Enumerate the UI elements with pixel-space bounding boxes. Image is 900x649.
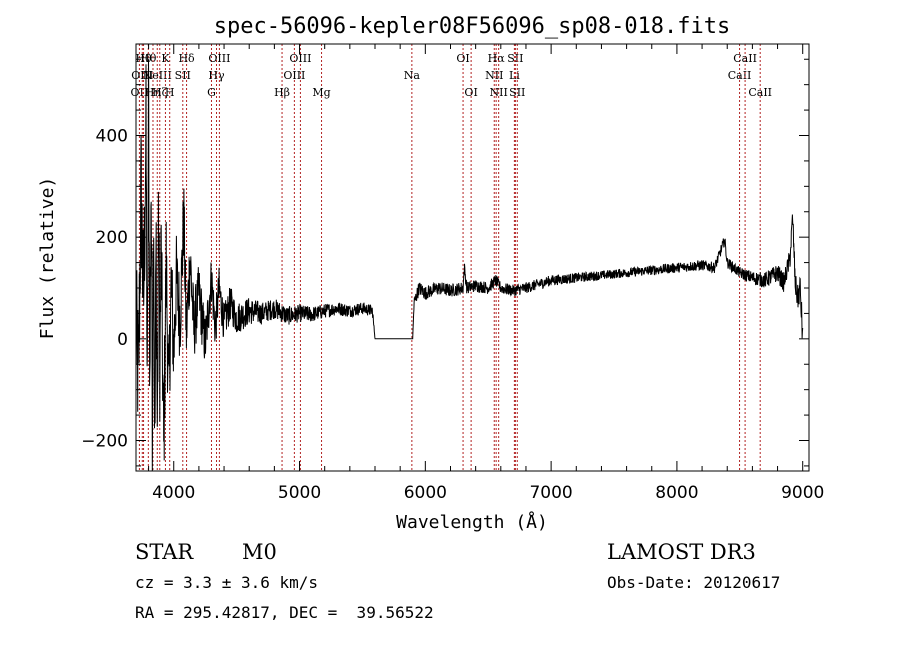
line-marker-label: OIII — [208, 52, 230, 65]
line-marker-label: SII — [175, 69, 191, 82]
line-marker-label: Hζ — [152, 86, 168, 99]
y-tick-label: 0 — [117, 330, 128, 350]
y-tick-label: 200 — [96, 228, 128, 248]
line-marker-label: OIII — [131, 69, 153, 82]
spectrum-series — [135, 59, 804, 472]
line-marker-label: Hβ — [274, 86, 290, 99]
line-marker-label: Li — [509, 69, 520, 82]
redshift-text: cz = 3.3 ± 3.6 km/s — [135, 573, 319, 592]
line-marker-label: NII — [490, 86, 508, 99]
x-tick-label: 7000 — [529, 483, 572, 503]
spectrum-line — [135, 59, 804, 472]
plot-frame — [135, 43, 810, 472]
line-marker-label: CaII — [733, 52, 757, 65]
line-marker-label: OIII — [283, 69, 305, 82]
line-marker-label: G — [207, 86, 216, 99]
y-tick-label: −200 — [81, 432, 128, 452]
x-tick-label: 8000 — [655, 483, 698, 503]
line-marker-layer: OIIOIIIHθHθHηNeIIIHζKHSIIHδGHγOIIIHβOIII… — [131, 44, 772, 471]
line-marker-label: H — [165, 86, 175, 99]
survey-label: LAMOST DR3 — [607, 540, 756, 564]
line-marker-label: SII — [509, 86, 525, 99]
y-axis-label: Flux (relative) — [37, 177, 58, 340]
line-marker-label: NII — [485, 69, 503, 82]
line-marker-label: Na — [404, 69, 421, 82]
class-label: STAR — [135, 540, 194, 564]
line-marker-label: Hα — [488, 52, 506, 65]
obs-date-text: Obs-Date: 20120617 — [607, 573, 781, 592]
line-marker-label: OIII — [289, 52, 311, 65]
x-tick-label: 5000 — [278, 483, 321, 503]
line-marker-label: Hδ — [178, 52, 195, 65]
line-marker-label: Hγ — [208, 69, 225, 82]
x-tick-label: 4000 — [152, 483, 195, 503]
line-marker-label: CaII — [748, 86, 772, 99]
x-tick-label: 9000 — [781, 483, 824, 503]
line-marker-label: SII — [507, 52, 523, 65]
x-axis-label: Wavelength (Å) — [396, 511, 548, 533]
line-marker-label: OI — [456, 52, 469, 65]
y-tick-label: 400 — [96, 127, 128, 147]
x-tick-label: 6000 — [404, 483, 447, 503]
coordinates-text: RA = 295.42817, DEC = 39.56522 — [135, 603, 434, 622]
line-marker-label: NeIII — [143, 69, 172, 82]
chart-title: spec-56096-kepler08F56096_sp08-018.fits — [214, 14, 731, 39]
line-marker-label: Mg — [312, 86, 330, 99]
line-marker-label: CaII — [728, 69, 752, 82]
line-marker-label: OI — [464, 86, 477, 99]
subclass-label: M0 — [242, 540, 277, 564]
axis-ticks: 4000 5000 6000 7000 8000 9000 −200 0 200 400 — [81, 44, 824, 503]
line-marker-label: K — [161, 52, 170, 65]
